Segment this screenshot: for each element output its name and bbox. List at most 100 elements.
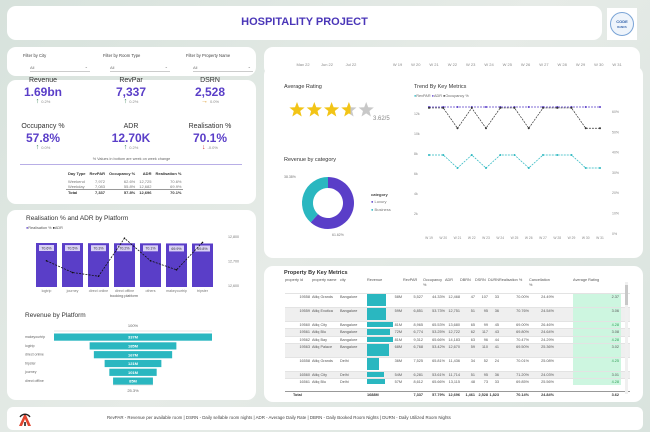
table-row[interactable]: 19563 Atliq Palace Bangalore 68M 6,768 53.42%… — [285, 342, 630, 357]
column-header[interactable]: property id — [285, 278, 303, 282]
trend-point[interactable] — [584, 167, 587, 169]
table-scrollbar[interactable] — [625, 282, 628, 394]
revenue-bar — [367, 371, 385, 378]
donut-slice-business[interactable] — [302, 177, 328, 223]
trend-point[interactable] — [556, 106, 559, 109]
trend-point[interactable] — [428, 154, 430, 156]
right-axis-tick: 30% — [612, 171, 619, 175]
column-header[interactable]: RevPAR — [403, 278, 418, 282]
column-header[interactable]: Revenue — [367, 278, 383, 282]
category-label: makeyourtrip — [166, 289, 187, 293]
funnel-bar[interactable] — [109, 368, 157, 376]
adr-point[interactable] — [201, 241, 204, 244]
trend-point[interactable] — [499, 106, 502, 109]
funnel-bar[interactable] — [113, 377, 153, 385]
legend-occupancy[interactable]: ●Occupancy % — [443, 94, 469, 98]
trend-point[interactable] — [470, 154, 473, 156]
column-header[interactable]: DSRN — [475, 278, 486, 282]
right-axis-tick: 40% — [612, 151, 619, 155]
trend-point[interactable] — [513, 106, 516, 109]
adr-point[interactable] — [123, 237, 126, 240]
x-axis-tick: W 20 — [439, 236, 447, 240]
bar[interactable] — [192, 243, 213, 287]
column-header[interactable]: Realisation % — [499, 278, 523, 282]
trend-point[interactable] — [570, 106, 573, 109]
trend-point[interactable] — [456, 167, 459, 169]
trend-down-icon: ↓ — [202, 144, 206, 151]
filter-dropdown[interactable]: All ⌄ — [193, 63, 253, 72]
trend-point[interactable] — [542, 106, 544, 109]
table-row[interactable]: 16561 Atliq Blu Delhi 57M 8,612 65.66% 13,115 4… — [285, 378, 630, 386]
trend-point[interactable] — [599, 127, 601, 130]
funnel-bar[interactable] — [54, 333, 212, 341]
column-header[interactable]: property name — [312, 278, 337, 282]
platform-legend: ●Realisation % ●ADR — [26, 226, 63, 230]
trend-point[interactable] — [527, 167, 530, 169]
trend-point[interactable] — [428, 106, 430, 109]
funnel-bar[interactable] — [93, 351, 173, 359]
adr-point[interactable] — [97, 275, 100, 278]
column-header[interactable]: city — [340, 278, 346, 282]
table-row[interactable]: 19559 Atliq Exotica Bangalore 59M 6,851 53.73… — [285, 307, 630, 321]
trend-point[interactable] — [584, 127, 587, 130]
trend-point[interactable] — [442, 154, 445, 156]
right-axis-tick: 12,800 — [228, 235, 239, 239]
donut-slice-luxury[interactable] — [310, 177, 354, 229]
funnel-category-label: logtrip — [25, 344, 35, 348]
trend-point[interactable] — [542, 154, 544, 156]
adr-point[interactable] — [71, 271, 74, 274]
trend-point[interactable] — [527, 127, 530, 130]
trend-point[interactable] — [599, 106, 601, 108]
trend-point[interactable] — [485, 167, 487, 169]
adr-point[interactable] — [45, 259, 48, 262]
column-header[interactable]: DBRN — [460, 278, 471, 282]
bar[interactable] — [62, 243, 83, 287]
table-row[interactable]: 19560 Atliq City Bangalore 81M 8,965 65.53% 13… — [285, 321, 630, 329]
column-header[interactable]: Average Rating — [573, 278, 600, 282]
legend-luxury[interactable]: ● Luxury — [371, 199, 387, 204]
legend-realisation[interactable]: ●Realisation % — [26, 226, 52, 230]
trend-point[interactable] — [556, 154, 559, 156]
bar[interactable] — [166, 243, 187, 287]
table-row[interactable]: 16560 Atliq City Delhi 54M 6,281 53.61% 11,714… — [285, 370, 630, 379]
data-label: 69.8% — [197, 247, 208, 251]
filter-dropdown[interactable]: All ⌄ — [30, 63, 90, 72]
trend-point[interactable] — [456, 106, 459, 108]
column-header[interactable]: DURN — [488, 278, 499, 282]
table-row[interactable]: 19562 Atliq Bay Bangalore 81M 9,312 65.66% 14,… — [285, 335, 630, 343]
trend-point[interactable] — [442, 106, 445, 109]
trend-point[interactable] — [485, 127, 487, 130]
trend-point[interactable] — [456, 127, 459, 130]
column-header[interactable]: Occupancy % — [423, 278, 442, 287]
table-row[interactable]: 19561 Atliq Blu Bangalore 72M 6,774 53.25% 12,… — [285, 328, 630, 336]
trend-point[interactable] — [584, 106, 587, 108]
trend-point[interactable] — [485, 106, 487, 108]
column-header[interactable]: ADR — [445, 278, 454, 282]
column-header[interactable]: Cancellation % — [529, 278, 550, 287]
trend-point[interactable] — [513, 154, 516, 156]
trend-point[interactable] — [570, 154, 573, 156]
table-row[interactable]: 16558 Atliq Grands Delhi 36M 7,525 65.81% 11,4… — [285, 356, 630, 371]
trend-point[interactable] — [499, 154, 502, 156]
bar[interactable] — [88, 243, 109, 287]
table-row[interactable]: 19558 Atliq Grands Bangalore 58M 5,527 44.33%… — [285, 293, 630, 307]
funnel-bar[interactable] — [89, 342, 177, 350]
legend-adr[interactable]: ●ADR — [52, 226, 63, 230]
filter-dropdown[interactable]: All ⌄ — [110, 63, 170, 72]
legend-adr[interactable]: ●ADR — [431, 94, 442, 98]
x-axis-tick: W 28 — [553, 236, 561, 240]
adr-point[interactable] — [149, 259, 152, 262]
trend-point[interactable] — [599, 167, 601, 169]
trend-point[interactable] — [470, 106, 473, 109]
bar[interactable] — [36, 243, 57, 287]
trend-point[interactable] — [527, 106, 530, 108]
bar[interactable] — [140, 243, 161, 287]
funnel-bar[interactable] — [104, 359, 162, 368]
page-title: HOSPITALITY PROJECT — [241, 16, 368, 28]
table-row: Weekend 7,972 62.6% 12,725 70.6% — [68, 179, 182, 184]
bar[interactable] — [114, 243, 135, 287]
adr-point[interactable] — [175, 269, 178, 271]
legend-revpar[interactable]: ●RevPAR — [414, 94, 431, 98]
legend-business[interactable]: ● Business — [371, 207, 391, 212]
kpi-label: Occupancy % — [21, 123, 65, 130]
